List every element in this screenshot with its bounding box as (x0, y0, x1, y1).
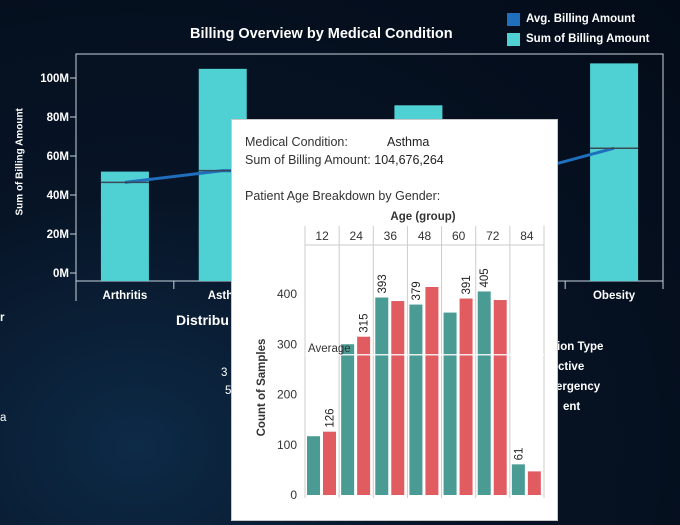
age-bar-value-label: 379 (411, 281, 423, 300)
main-y-tick-label: 80M (47, 112, 69, 124)
inner-y-tick-label: 0 (290, 488, 297, 502)
legend-label-avg: Avg. Billing Amount (526, 13, 636, 25)
age-bar-value-label: 391 (461, 275, 473, 294)
admission-item-emergency[interactable]: ergency (556, 381, 601, 393)
age-bar (375, 297, 389, 495)
admission-type-fragment: ion Type (557, 341, 604, 353)
tooltip-condition-row: Medical Condition: Asthma (245, 135, 429, 149)
number-fragment-a: 3 (221, 367, 228, 379)
tooltip-condition-value: Asthma (387, 135, 430, 149)
age-bar-value-label: 315 (359, 314, 371, 333)
age-bar-value-label: 405 (479, 268, 491, 287)
tooltip-condition-key: Medical Condition: (245, 135, 348, 149)
age-bar-value-label: 126 (325, 408, 337, 427)
legend-swatch-sum (507, 32, 520, 46)
age-bar (323, 431, 336, 495)
age-bar (477, 291, 491, 495)
tooltip-sum-key: Sum of Billing Amount: (245, 153, 371, 167)
inner-y-axis-label: Count of Samples (256, 339, 268, 437)
age-gender-chart: Age (group) 12 24 36 48 60 72 84 Count of Sample… (256, 211, 545, 502)
legend-item-sum[interactable]: Sum of Billing Amount (507, 29, 650, 49)
main-bar (590, 63, 639, 281)
age-bar-value-label: 61 (513, 448, 525, 461)
legend-item-avg[interactable]: Avg. Billing Amount (507, 9, 650, 29)
main-y-tick-label: 100M (40, 73, 69, 85)
tooltip-sum-row: Sum of Billing Amount: 104,676,264 (245, 153, 444, 167)
legend-label-sum: Sum of Billing Amount (526, 33, 650, 45)
admission-item-elective[interactable]: ctive (558, 361, 585, 373)
dashboard-title: Billing Overview by Medical Condition (190, 26, 453, 42)
admission-item-urgent[interactable]: ent (563, 401, 581, 413)
tooltip-panel: Medical Condition: Asthma Sum of Billing … (231, 119, 558, 521)
main-y-tick-label: 40M (47, 190, 69, 202)
legend-swatch-avg (507, 12, 520, 26)
main-x-tick-label: Asthr (208, 290, 239, 302)
age-group-label: 48 (418, 229, 432, 243)
age-bar (511, 464, 525, 495)
age-group-header: Age (group) (390, 211, 455, 223)
main-bar (100, 171, 149, 281)
age-bar-value-label: 393 (377, 274, 389, 293)
age-bar (307, 436, 320, 495)
inner-y-tick-label: 100 (277, 438, 297, 452)
inner-y-tick-label: 300 (277, 337, 297, 351)
age-bar (409, 304, 423, 495)
age-group-label: 84 (520, 229, 534, 243)
average-reference-label: Average (308, 343, 351, 355)
inner-y-tick-label: 400 (277, 287, 297, 301)
main-y-tick-label: 0M (53, 268, 69, 280)
inner-y-tick-label: 200 (277, 388, 297, 402)
left-fragment-r: r (0, 312, 5, 324)
age-group-label: 36 (384, 229, 398, 243)
age-bar (341, 344, 355, 495)
number-fragment-b: 5 (225, 385, 232, 397)
legend: Avg. Billing Amount Sum of Billing Amoun… (507, 9, 650, 49)
main-x-tick-label: Arthritis (103, 290, 148, 302)
age-group-label: 60 (452, 229, 466, 243)
section-title-fragment: Distribu (176, 312, 229, 328)
age-bar (425, 286, 439, 495)
age-bar (357, 336, 371, 495)
main-y-tick-label: 60M (47, 151, 69, 163)
age-bar (527, 471, 541, 495)
tooltip-sum-value: 104,676,264 (374, 153, 444, 167)
age-bar (443, 312, 457, 495)
main-x-tick-label: Obesity (593, 290, 636, 302)
tooltip-breakdown-title: Patient Age Breakdown by Gender: (245, 189, 441, 203)
left-fragment-a: a (0, 412, 7, 424)
age-bar (391, 301, 405, 495)
main-y-tick-label: 20M (47, 229, 69, 241)
age-bar (459, 298, 473, 495)
age-group-label: 72 (486, 229, 500, 243)
age-group-label: 24 (350, 229, 364, 243)
age-group-label: 12 (315, 229, 329, 243)
age-bar (493, 300, 507, 495)
